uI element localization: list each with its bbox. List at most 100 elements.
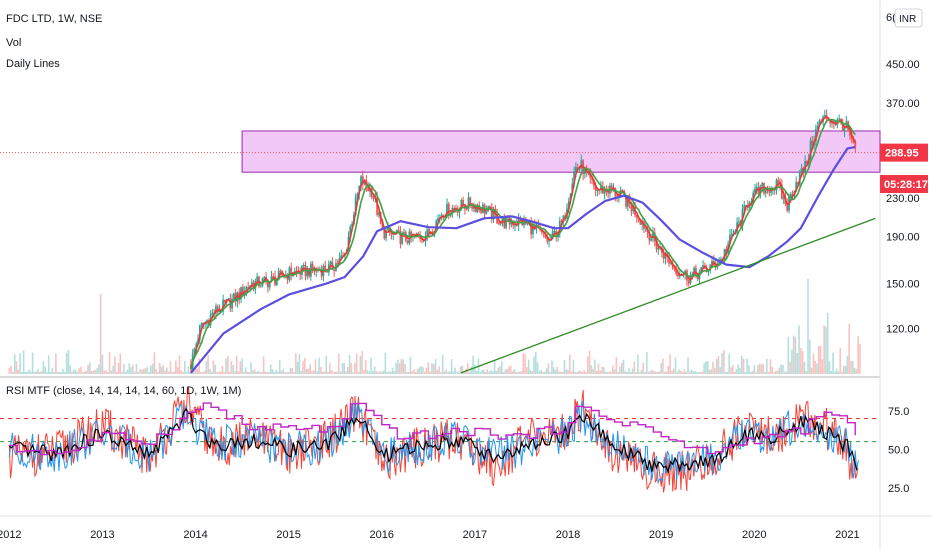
volume-bar — [622, 359, 625, 374]
volume-bar — [705, 361, 707, 374]
volume-bar — [742, 358, 745, 374]
volume-bar — [244, 367, 247, 374]
volume-bar — [495, 371, 498, 374]
volume-bar — [291, 367, 294, 374]
currency-badge[interactable] — [894, 8, 923, 28]
candle-body — [580, 160, 583, 169]
volume-bar — [805, 371, 808, 374]
volume-bar — [286, 371, 288, 374]
volume-bar — [157, 371, 159, 374]
candle-body — [621, 189, 624, 192]
volume-bar — [92, 370, 95, 374]
candle-body — [311, 263, 314, 270]
volume-bar — [719, 367, 722, 374]
volume-bar — [662, 358, 664, 374]
volume-bar — [637, 354, 639, 374]
volume-bar — [74, 369, 77, 374]
rsi-smoothed-line — [8, 408, 858, 474]
candle-body — [526, 223, 529, 225]
volume-bar — [372, 370, 374, 374]
volume-bar — [658, 371, 661, 374]
volume-bar — [321, 371, 324, 374]
candle-body — [386, 227, 389, 231]
candle-body — [241, 287, 244, 296]
volume-bar — [551, 360, 553, 374]
candle-body — [777, 179, 780, 184]
volume-bar — [266, 371, 268, 374]
volume-bar — [586, 356, 589, 374]
volume-bar — [796, 352, 799, 374]
volume-bar — [35, 371, 37, 374]
volume-bar — [121, 371, 123, 374]
candle-body — [669, 262, 672, 264]
volume-bar — [239, 361, 242, 374]
volume-bar — [160, 366, 163, 374]
volume-bar — [839, 347, 842, 374]
volume-bar — [500, 361, 503, 374]
daily-lines-legend-label[interactable]: Daily Lines — [6, 58, 60, 70]
volume-bar — [826, 312, 829, 374]
volume-bar — [334, 371, 337, 374]
candle-body — [546, 237, 549, 242]
volume-bar — [850, 360, 852, 374]
volume-bar — [791, 349, 793, 374]
candle-body — [730, 234, 733, 236]
volume-bar — [151, 363, 154, 374]
candle-body — [406, 240, 409, 244]
volume-bar — [723, 350, 725, 374]
volume-bar — [42, 361, 45, 374]
volume-bar — [595, 371, 598, 374]
price-axis-tick: 150.00 — [886, 279, 920, 291]
time-axis-tick: 2015 — [276, 529, 300, 541]
price-axis-tick: 370.00 — [886, 98, 920, 110]
volume-bar — [601, 366, 603, 374]
volume-bar — [80, 366, 82, 374]
volume-bar — [792, 335, 795, 374]
candle-body — [451, 207, 454, 214]
volume-bar — [540, 369, 542, 374]
volume-bar — [635, 371, 637, 374]
candle-body — [782, 196, 785, 199]
volume-bar — [175, 360, 177, 374]
volume-bar — [536, 362, 539, 374]
volume-bar — [110, 370, 113, 374]
symbol-label[interactable]: FDC LTD, 1W, NSE — [6, 13, 102, 25]
rsi-axis-tick: 25.0 — [888, 483, 909, 495]
volume-bar — [47, 355, 50, 374]
volume-bar — [475, 370, 478, 374]
volume-bar — [508, 366, 510, 374]
time-axis-tick: 2012 — [0, 529, 22, 541]
volume-bar — [837, 371, 840, 374]
candle-body — [558, 220, 561, 232]
rsi-legend-label[interactable]: RSI MTF (close, 14, 14, 14, 14, 60, 1D, … — [6, 385, 241, 397]
volume-bar — [755, 372, 757, 374]
candle-body — [630, 203, 633, 212]
volume-bar — [547, 363, 550, 374]
volume-bar — [243, 371, 245, 374]
volume-bar — [182, 371, 184, 374]
volume-bar — [814, 360, 816, 374]
volume-bar — [483, 369, 485, 374]
volume-bar — [55, 353, 57, 374]
volume-bar — [739, 368, 741, 374]
volume-bar — [241, 358, 243, 374]
volume-bar — [189, 371, 191, 374]
volume-bar — [218, 371, 220, 374]
volume-bar — [295, 353, 297, 374]
candle-body — [705, 268, 708, 272]
candle-body — [745, 204, 747, 206]
candle-body — [501, 217, 504, 222]
volume-bar — [105, 370, 107, 374]
candle-body — [514, 224, 516, 226]
volume-bar — [604, 371, 607, 374]
candle-body — [816, 126, 819, 130]
volume-bar — [493, 360, 496, 374]
candle-body — [224, 299, 226, 303]
candle-body — [702, 265, 704, 268]
candle-body — [625, 195, 627, 207]
volume-legend-label[interactable]: Vol — [6, 37, 21, 49]
volume-bar — [513, 369, 516, 374]
volume-bar — [101, 354, 104, 374]
volume-bar — [252, 370, 254, 374]
